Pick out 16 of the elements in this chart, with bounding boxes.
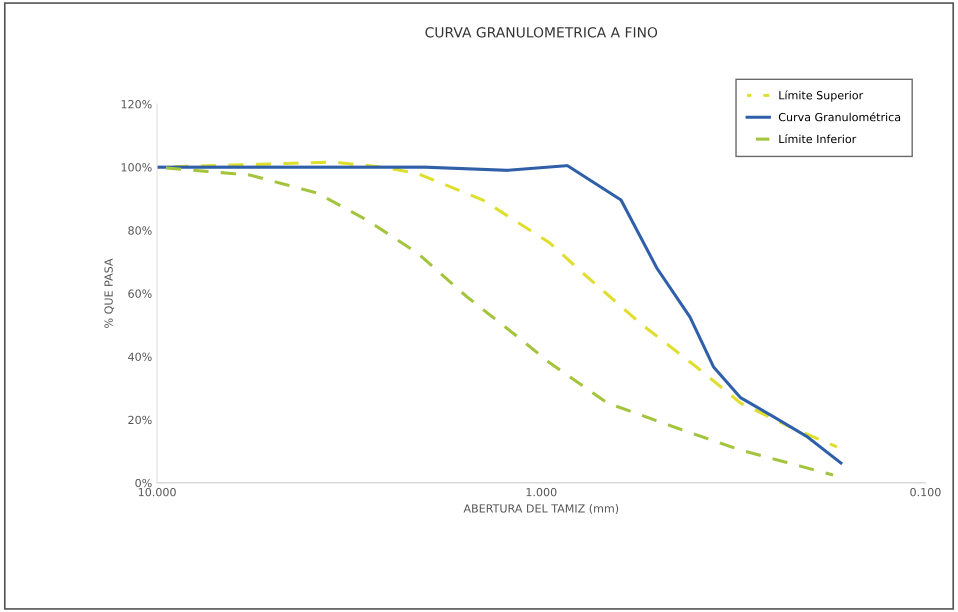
legend-label: Curva Granulométrica xyxy=(778,112,900,122)
y-tick-label: 20% xyxy=(128,416,152,424)
y-tick-label: 40% xyxy=(128,352,152,361)
y-tick-label: 120% xyxy=(122,100,152,108)
x-tick-label: 1.000 xyxy=(526,488,556,496)
y-tick-label: 80% xyxy=(128,226,152,235)
legend-label: Límite Superior xyxy=(779,90,864,102)
x-tick-label: 10.000 xyxy=(138,488,176,496)
x-tick-label: 0.100 xyxy=(910,488,941,496)
legend-label: Límite Inferior xyxy=(779,134,856,144)
y-axis-title: % QUE PASA xyxy=(104,258,114,328)
y-tick-label: 60% xyxy=(128,289,152,298)
x-axis-title: ABERTURA DEL TAMIZ (mm) xyxy=(464,504,618,514)
y-tick-label: 100% xyxy=(122,163,152,172)
chart-title: CURVA GRANULOMETRICA A FINO xyxy=(425,27,658,38)
y-tick-label: 0% xyxy=(135,478,152,488)
